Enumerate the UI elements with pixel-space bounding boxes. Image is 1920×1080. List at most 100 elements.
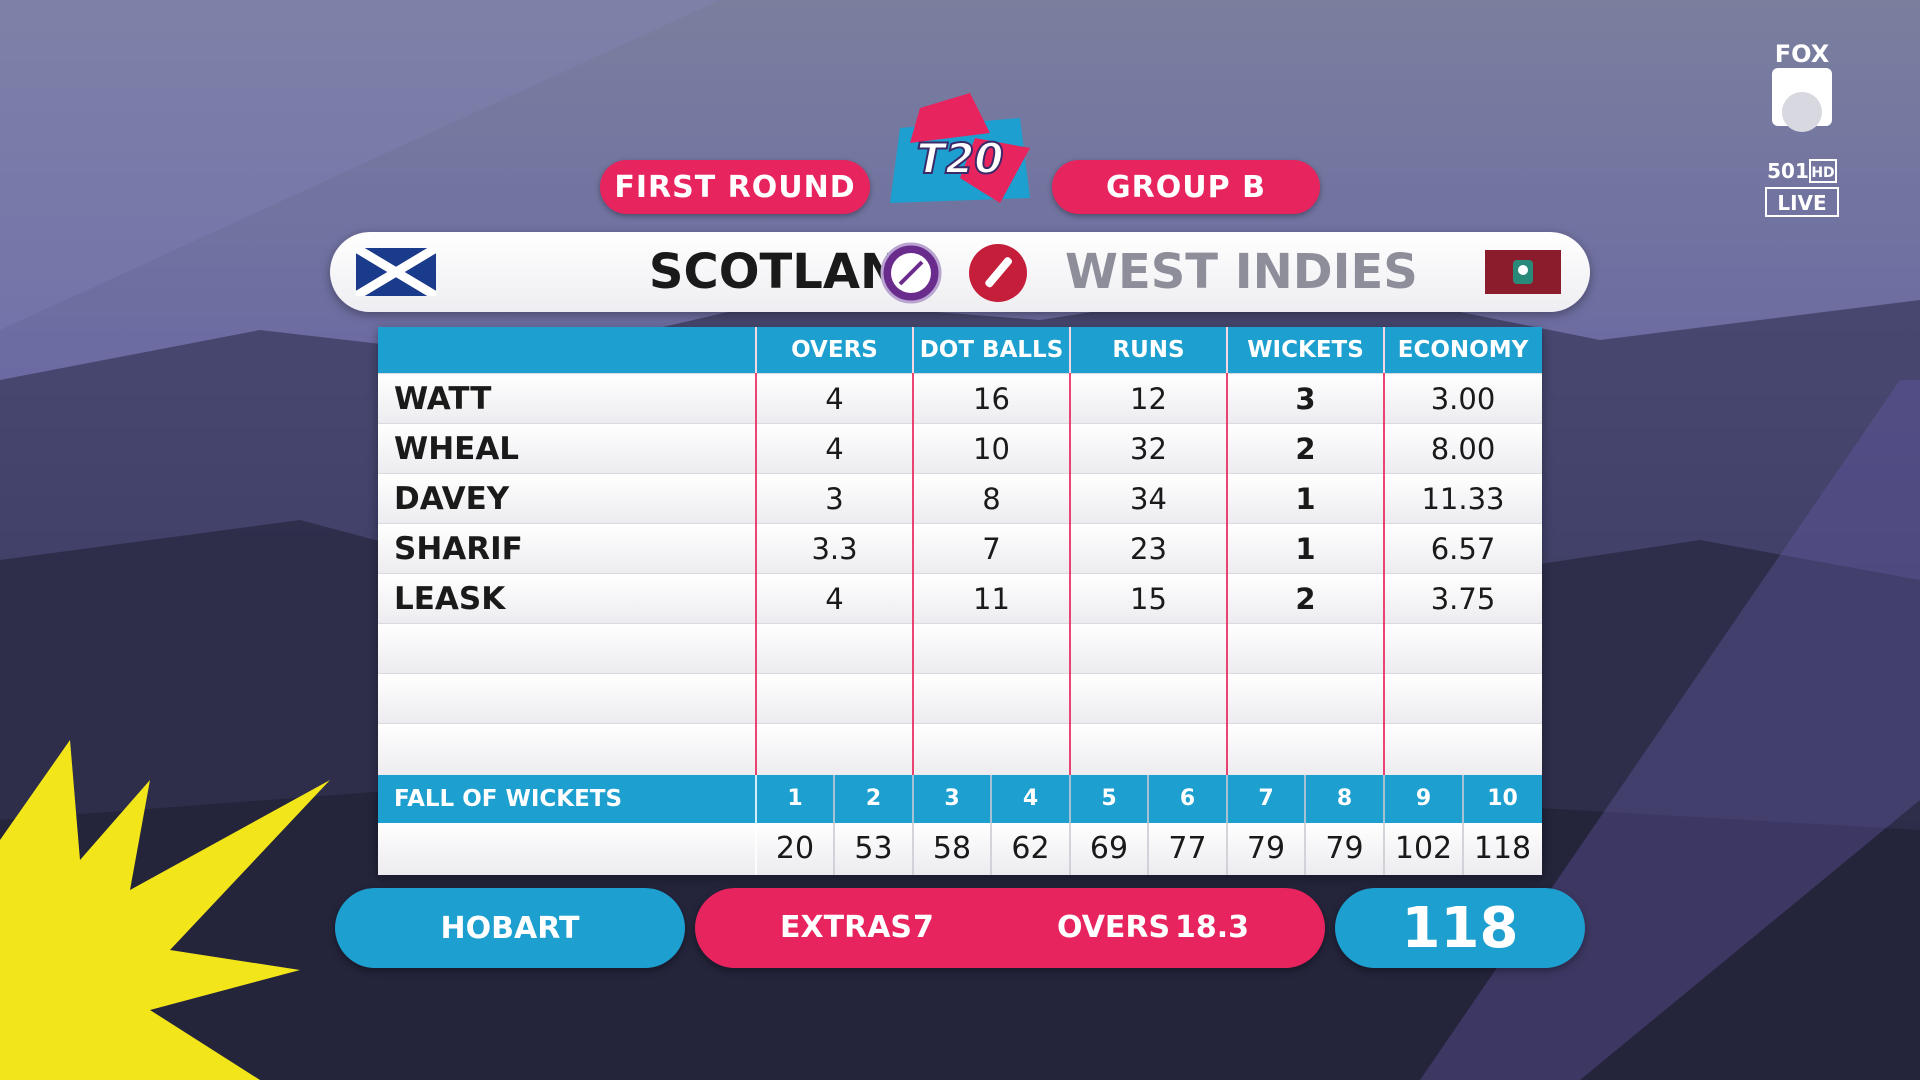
- empty-table-row: [378, 723, 1542, 776]
- fow-divider: [1383, 775, 1385, 875]
- round-label: FIRST ROUND: [600, 160, 870, 214]
- venue-label: HOBART: [335, 888, 685, 968]
- ball-icon: [969, 244, 1027, 302]
- fow-divider: [1147, 775, 1149, 875]
- fow-divider: [1226, 775, 1228, 875]
- wicket-score: 79: [1325, 831, 1364, 866]
- bowler-name: WATT: [394, 381, 492, 417]
- wicket-score: 69: [1089, 831, 1129, 866]
- wicket-number: 5: [1101, 786, 1117, 811]
- wickets-cell: 1: [1295, 482, 1316, 516]
- dot-balls-cell: 16: [973, 382, 1010, 416]
- wicket-score: 62: [1011, 831, 1050, 866]
- empty-table-row: [378, 623, 1542, 674]
- fow-divider: [1462, 775, 1464, 875]
- fow-divider: [1304, 775, 1306, 875]
- wicket-number: 7: [1258, 786, 1274, 811]
- overs-label: OVERS: [1057, 910, 1171, 945]
- wicket-number: 1: [787, 786, 803, 811]
- fow-divider: [755, 775, 757, 875]
- column-header-runs: RUNS: [1112, 337, 1185, 363]
- economy-cell: 3.75: [1430, 582, 1496, 616]
- bowling-team-name: WEST INDIES: [1065, 244, 1418, 300]
- table-row: WHEAL 4 10 32 2 8.00: [378, 423, 1542, 474]
- wicket-number: 6: [1179, 786, 1196, 811]
- wickets-cell: 1: [1295, 532, 1316, 566]
- fow-divider: [912, 775, 914, 875]
- dot-balls-cell: 11: [973, 582, 1010, 616]
- bowler-name: DAVEY: [394, 481, 510, 517]
- overs-cell: 4: [825, 432, 844, 466]
- west-indies-flag-icon: [1485, 250, 1561, 294]
- empty-table-row: [378, 673, 1542, 724]
- extras-label: EXTRAS: [780, 910, 913, 945]
- economy-cell: 6.57: [1430, 532, 1496, 566]
- column-divider: [755, 327, 757, 775]
- wicket-score: 20: [775, 831, 815, 866]
- table-row: DAVEY 3 8 34 1 11.33: [378, 473, 1542, 524]
- economy-cell: 3.00: [1430, 382, 1496, 416]
- live-label: LIVE: [1777, 191, 1826, 215]
- wicket-score: 77: [1168, 831, 1207, 866]
- wicket-number: 2: [865, 786, 882, 811]
- wicket-number: 3: [944, 786, 960, 811]
- bat-icon: [880, 242, 942, 304]
- wicket-number: 10: [1487, 786, 1518, 811]
- header-divider: [912, 327, 914, 373]
- table-row: SHARIF 3.3 7 23 1 6.57: [378, 523, 1542, 574]
- column-header-overs: OVERS: [791, 337, 878, 363]
- column-divider: [1226, 327, 1228, 775]
- header-divider: [1069, 327, 1071, 373]
- wicket-number: 9: [1415, 786, 1432, 811]
- table-header-row: OVERS DOT BALLS RUNS WICKETS ECONOMY: [378, 327, 1542, 373]
- column-divider: [1069, 327, 1071, 775]
- wicket-score: 58: [932, 831, 972, 866]
- dot-balls-cell: 8: [982, 482, 1001, 516]
- fall-of-wickets-header: FALL OF WICKETS 1 2 3 4 5 6 7 8 9 10: [378, 775, 1542, 823]
- table-row: LEASK 4 11 15 2 3.75: [378, 573, 1542, 624]
- wicket-score: 102: [1394, 831, 1453, 866]
- overs-cell: 3.3: [811, 532, 858, 566]
- total-score: 118: [1335, 888, 1585, 968]
- wickets-cell: 2: [1295, 582, 1316, 616]
- wickets-cell: 2: [1295, 432, 1316, 466]
- runs-cell: 12: [1130, 382, 1167, 416]
- overs-value: 18.3: [1175, 910, 1250, 945]
- dot-balls-cell: 10: [973, 432, 1010, 466]
- runs-cell: 32: [1130, 432, 1167, 466]
- extras-value: 7: [913, 910, 934, 945]
- column-header-wickets: WICKETS: [1247, 337, 1364, 363]
- economy-cell: 11.33: [1421, 482, 1505, 516]
- t20-logo-icon: T20: [890, 93, 1030, 203]
- header-divider: [755, 327, 757, 373]
- wicket-score: 118: [1473, 831, 1532, 866]
- fox-cricket-logo-icon: FOX 501 HD LIVE: [1765, 40, 1839, 217]
- header-divider: [1383, 327, 1385, 373]
- column-divider: [1383, 327, 1385, 775]
- wickets-cell: 3: [1295, 382, 1316, 416]
- bowler-name: WHEAL: [394, 431, 520, 467]
- extras-overs-bar: EXTRAS 7 OVERS 18.3: [695, 888, 1325, 968]
- teams-bar: SCOTLAND WEST INDIES: [330, 232, 1590, 312]
- bowler-name: LEASK: [394, 581, 506, 617]
- runs-cell: 23: [1130, 532, 1167, 566]
- column-header-dot-balls: DOT BALLS: [919, 337, 1064, 363]
- fow-divider: [990, 775, 992, 875]
- bowling-figures-table: OVERS DOT BALLS RUNS WICKETS ECONOMY WAT…: [378, 327, 1542, 875]
- group-label: GROUP B: [1052, 160, 1320, 214]
- wicket-score: 53: [854, 831, 893, 866]
- yellow-burst-graphic: [0, 740, 330, 1080]
- overs-cell: 4: [825, 582, 844, 616]
- fall-of-wickets-scores: 20 53 58 62 69 77 79 79 102 118: [378, 823, 1542, 875]
- overs-cell: 4: [825, 382, 844, 416]
- wicket-number: 8: [1336, 786, 1353, 811]
- fox-logo-text: FOX: [1775, 40, 1830, 68]
- wicket-score: 79: [1246, 831, 1286, 866]
- runs-cell: 15: [1130, 582, 1167, 616]
- runs-cell: 34: [1130, 482, 1167, 516]
- overs-cell: 3: [825, 482, 844, 516]
- fall-of-wickets-label: FALL OF WICKETS: [394, 786, 623, 812]
- fow-divider: [1069, 775, 1071, 875]
- t20-logo-text: T20: [916, 134, 1003, 183]
- table-row: WATT 4 16 12 3 3.00: [378, 373, 1542, 424]
